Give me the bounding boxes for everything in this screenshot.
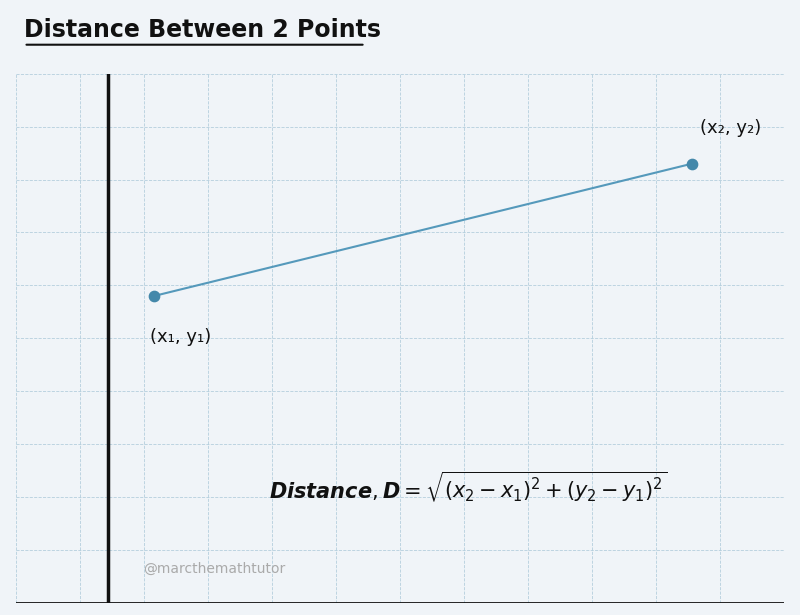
Text: @marcthemathtutor: @marcthemathtutor xyxy=(142,562,285,576)
Text: (x₂, y₂): (x₂, y₂) xyxy=(699,119,761,137)
Text: (x₁, y₁): (x₁, y₁) xyxy=(150,328,212,346)
Point xyxy=(686,159,698,169)
Text: Distance Between 2 Points: Distance Between 2 Points xyxy=(24,18,381,42)
Text: $\boldsymbol{Distance, D} = \sqrt{(x_2 - x_1)^2 + (y_2 - y_1)^2}$: $\boldsymbol{Distance, D} = \sqrt{(x_2 -… xyxy=(270,469,668,504)
Point xyxy=(148,291,161,301)
